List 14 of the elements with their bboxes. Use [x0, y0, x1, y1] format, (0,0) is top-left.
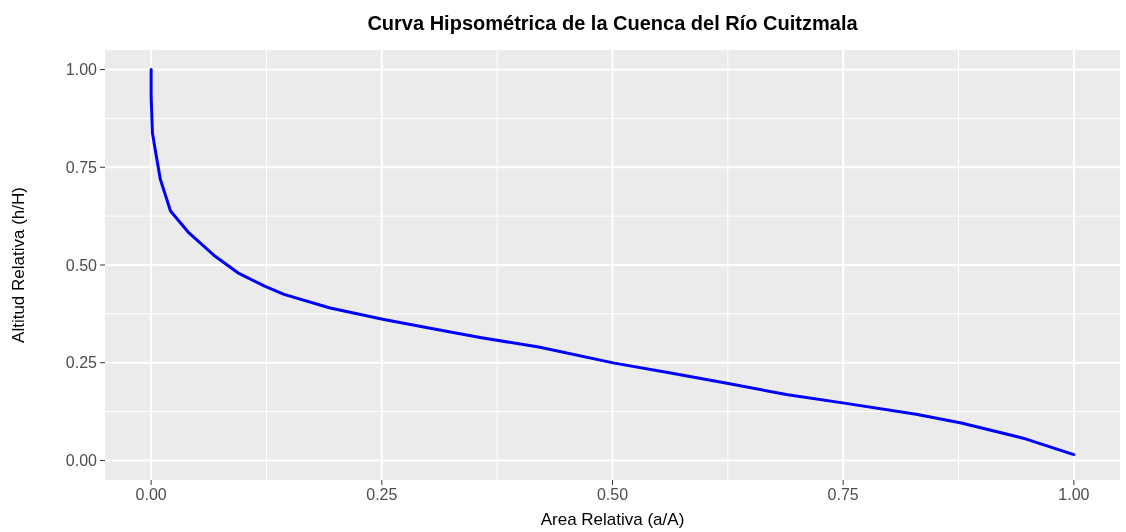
x-tick-label: 0.75: [827, 486, 859, 503]
y-tick-label: 0.50: [65, 256, 98, 274]
y-tick-label: 0.75: [65, 158, 98, 176]
y-tick-label: 1.00: [65, 61, 98, 79]
x-tick-label: 1.00: [1058, 486, 1090, 503]
chart-title: Curva Hipsométrica de la Cuenca del Río Cuitzmala: [367, 12, 859, 34]
x-tick-label: 0.25: [366, 486, 398, 503]
x-tick-label: 0.00: [135, 486, 167, 503]
y-tick-label: 0.00: [65, 452, 98, 470]
line-series: [149, 68, 1076, 457]
x-axis-title: Area Relativa (a/A): [540, 510, 685, 529]
x-tick-label: 0.50: [596, 486, 629, 503]
y-axis-title: Altitud Relativa (h/H): [9, 187, 28, 343]
y-tick-label: 0.25: [65, 354, 98, 372]
